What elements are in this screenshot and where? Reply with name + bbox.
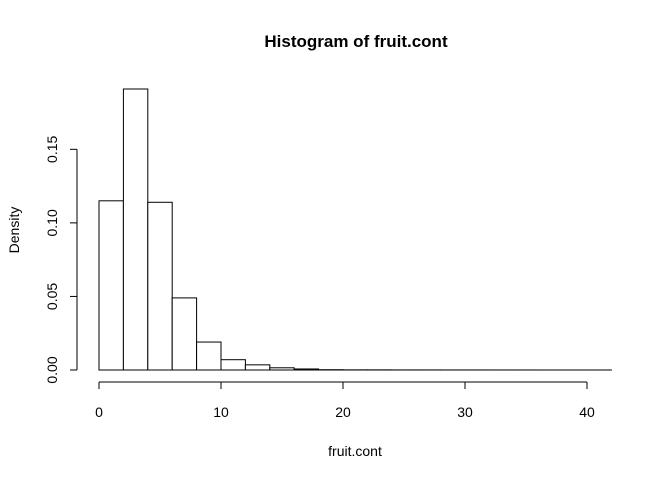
x-axis: 0 10 20 30 40 [95,381,595,420]
histogram-bar [269,367,295,371]
histogram-bar [220,359,246,371]
x-tick-label: 10 [213,404,229,420]
x-tick-label: 0 [95,404,103,420]
y-tick-label: 0.10 [44,209,60,236]
histogram-bar [98,200,124,371]
histogram-bar [147,201,173,371]
y-axis: 0.00 0.05 0.10 0.15 [44,135,78,384]
x-tick-label: 30 [457,404,473,420]
histogram-bar [196,341,222,371]
histogram-bar [171,297,198,371]
histogram-bars [98,88,612,371]
histogram-bar [244,364,271,371]
histogram-bar [293,368,320,371]
y-tick-label: 0.00 [44,356,60,383]
chart-title: Histogram of fruit.cont [264,32,448,51]
y-axis-title: Density [6,207,22,254]
x-tick-label: 20 [335,404,351,420]
y-tick-label: 0.15 [44,135,60,162]
x-tick-label: 40 [579,404,595,420]
x-axis-title: fruit.cont [328,443,382,459]
histogram-bar [122,88,149,371]
y-tick-label: 0.05 [44,283,60,310]
